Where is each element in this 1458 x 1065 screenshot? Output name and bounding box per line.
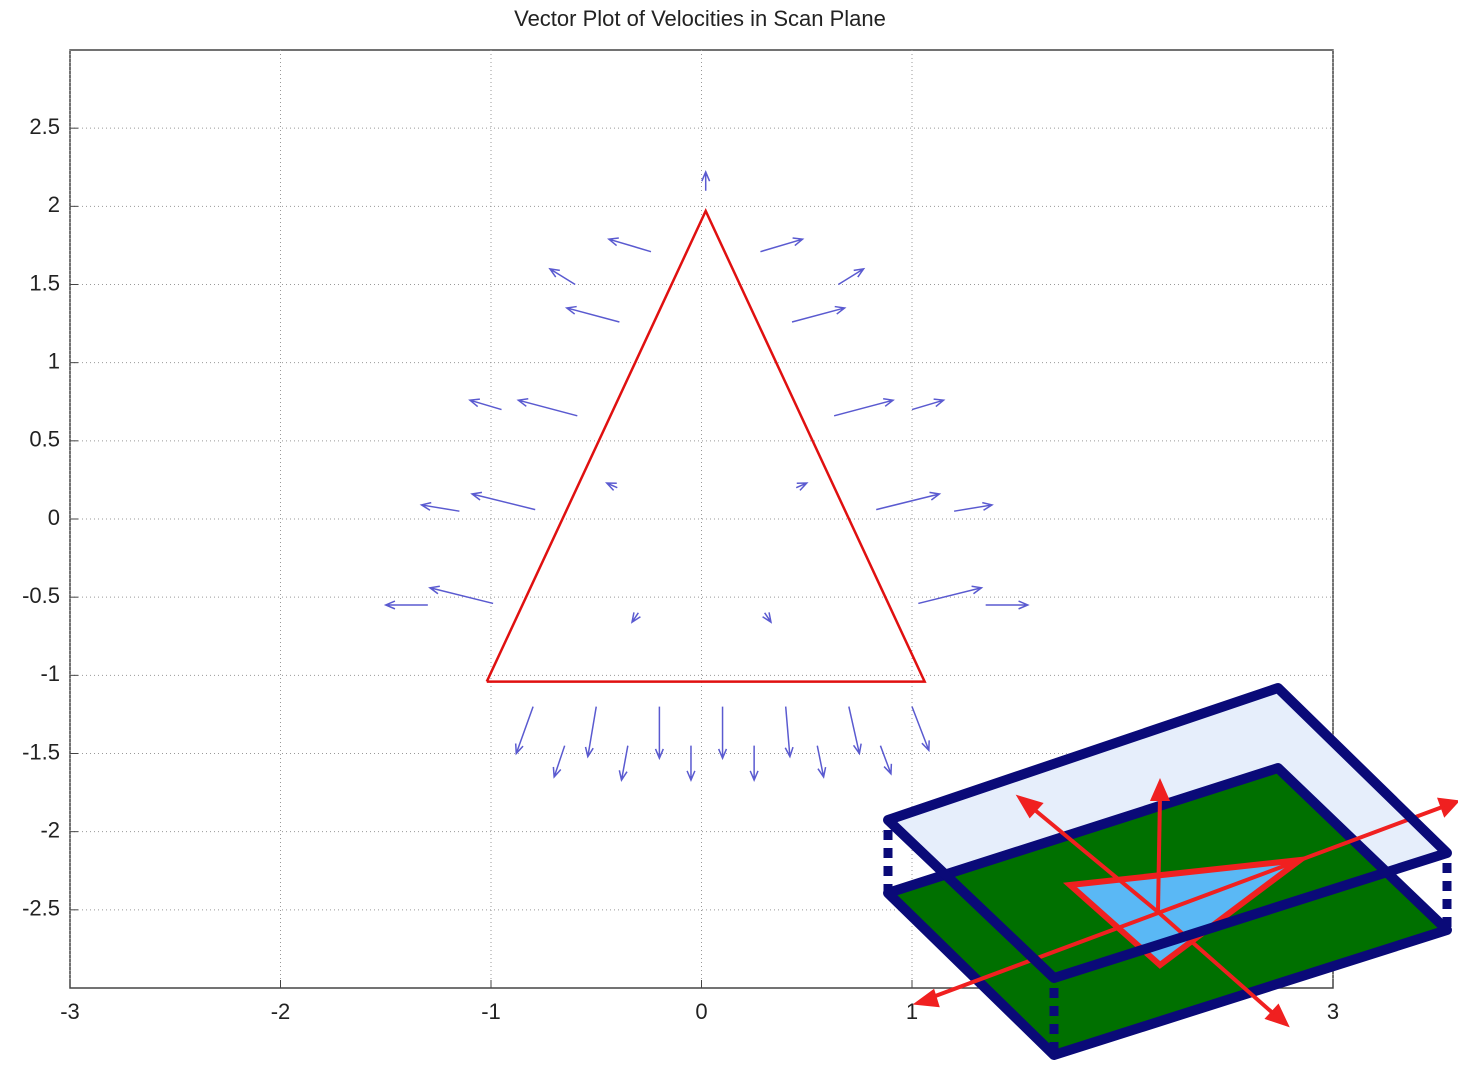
- x-tick-label: 0: [695, 999, 707, 1024]
- velocity-arrow: [785, 707, 793, 757]
- velocity-arrow: [719, 707, 727, 759]
- y-tick-label: -1: [40, 661, 60, 686]
- velocity-arrow: [817, 746, 825, 777]
- velocity-arrow: [834, 399, 893, 416]
- x-tick-label: -2: [271, 999, 291, 1024]
- y-tick-label: 2: [48, 192, 60, 217]
- velocity-arrow: [607, 483, 618, 490]
- velocity-arrow: [760, 238, 802, 252]
- velocity-arrow: [609, 238, 651, 252]
- velocity-arrow: [586, 707, 597, 757]
- velocity-arrow: [386, 601, 428, 609]
- velocity-arrow: [876, 492, 939, 509]
- x-tick-label: -3: [60, 999, 80, 1024]
- x-tick-label: -1: [481, 999, 501, 1024]
- y-tick-label: 0.5: [29, 427, 60, 452]
- y-tick-label: 2.5: [29, 114, 60, 139]
- chart-title: Vector Plot of Velocities in Scan Plane: [514, 6, 886, 31]
- inset-diagram: [888, 688, 1456, 1055]
- axis-line: [1158, 795, 1160, 912]
- velocity-arrow: [430, 586, 493, 603]
- y-tick-label: 0: [48, 505, 60, 530]
- velocity-arrow: [796, 483, 807, 490]
- arrow-head: [918, 992, 937, 1005]
- velocity-arrow: [763, 612, 771, 622]
- x-tick-label: 3: [1327, 999, 1339, 1024]
- velocity-arrow: [619, 746, 627, 780]
- velocity-arrow: [750, 746, 758, 780]
- velocity-arrow: [518, 399, 577, 416]
- velocity-arrow: [702, 172, 710, 191]
- velocity-arrow: [954, 503, 992, 512]
- y-tick-label: 1.5: [29, 270, 60, 295]
- velocity-arrow: [470, 399, 502, 409]
- y-tick-label: -2: [40, 817, 60, 842]
- y-tick-label: -0.5: [22, 583, 60, 608]
- chart: Vector Plot of Velocities in Scan Plane …: [0, 0, 1458, 1065]
- velocity-arrow: [516, 707, 533, 754]
- arrow-head: [1440, 800, 1456, 814]
- velocity-arrow: [687, 746, 695, 780]
- velocity-arrow: [838, 269, 863, 285]
- velocity-arrow: [849, 707, 861, 754]
- velocity-arrow: [553, 746, 564, 777]
- triangle-outline: [487, 211, 925, 682]
- velocity-arrow: [632, 612, 640, 622]
- velocity-arrow: [918, 586, 981, 603]
- velocity-arrow: [792, 307, 845, 322]
- y-tick-label: -1.5: [22, 739, 60, 764]
- velocity-arrow: [912, 399, 944, 409]
- velocity-arrow: [912, 707, 929, 751]
- page: Vector Plot of Velocities in Scan Plane …: [0, 0, 1458, 1065]
- velocity-arrow: [472, 492, 535, 509]
- y-tick-label: -2.5: [22, 896, 60, 921]
- velocity-arrow: [986, 601, 1028, 609]
- velocity-arrow: [880, 746, 891, 774]
- velocity-arrow: [567, 307, 620, 322]
- velocity-arrow: [550, 269, 575, 285]
- y-tick-label: 1: [48, 348, 60, 373]
- velocity-arrow: [422, 503, 460, 512]
- velocity-arrow: [656, 707, 664, 759]
